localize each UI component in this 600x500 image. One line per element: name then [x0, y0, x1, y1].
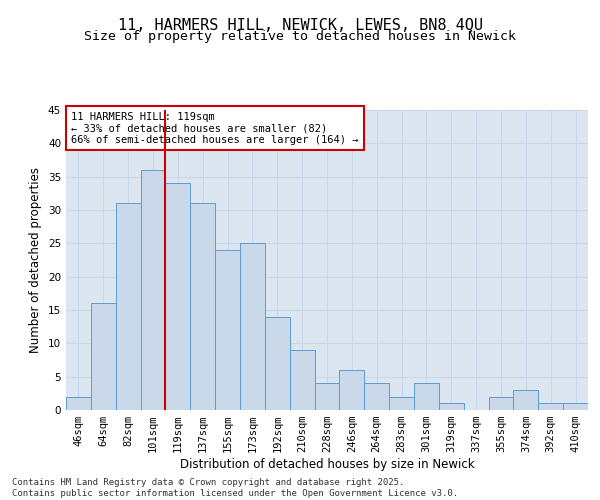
Text: Contains HM Land Registry data © Crown copyright and database right 2025.
Contai: Contains HM Land Registry data © Crown c… [12, 478, 458, 498]
Bar [265, 316, 290, 410]
Bar [364, 384, 389, 410]
Bar [190, 204, 215, 410]
Bar [290, 350, 314, 410]
Bar [140, 170, 166, 410]
Bar [215, 250, 240, 410]
Bar [563, 404, 588, 410]
Bar [116, 204, 140, 410]
Bar [314, 384, 340, 410]
Bar [91, 304, 116, 410]
Bar [66, 396, 91, 410]
Text: 11 HARMERS HILL: 119sqm
← 33% of detached houses are smaller (82)
66% of semi-de: 11 HARMERS HILL: 119sqm ← 33% of detache… [71, 112, 359, 144]
Bar [340, 370, 364, 410]
Bar [514, 390, 538, 410]
Y-axis label: Number of detached properties: Number of detached properties [29, 167, 43, 353]
Bar [439, 404, 464, 410]
X-axis label: Distribution of detached houses by size in Newick: Distribution of detached houses by size … [179, 458, 475, 471]
Bar [414, 384, 439, 410]
Bar [389, 396, 414, 410]
Bar [166, 184, 190, 410]
Text: 11, HARMERS HILL, NEWICK, LEWES, BN8 4QU: 11, HARMERS HILL, NEWICK, LEWES, BN8 4QU [118, 18, 482, 32]
Bar [240, 244, 265, 410]
Text: Size of property relative to detached houses in Newick: Size of property relative to detached ho… [84, 30, 516, 43]
Bar [538, 404, 563, 410]
Bar [488, 396, 514, 410]
